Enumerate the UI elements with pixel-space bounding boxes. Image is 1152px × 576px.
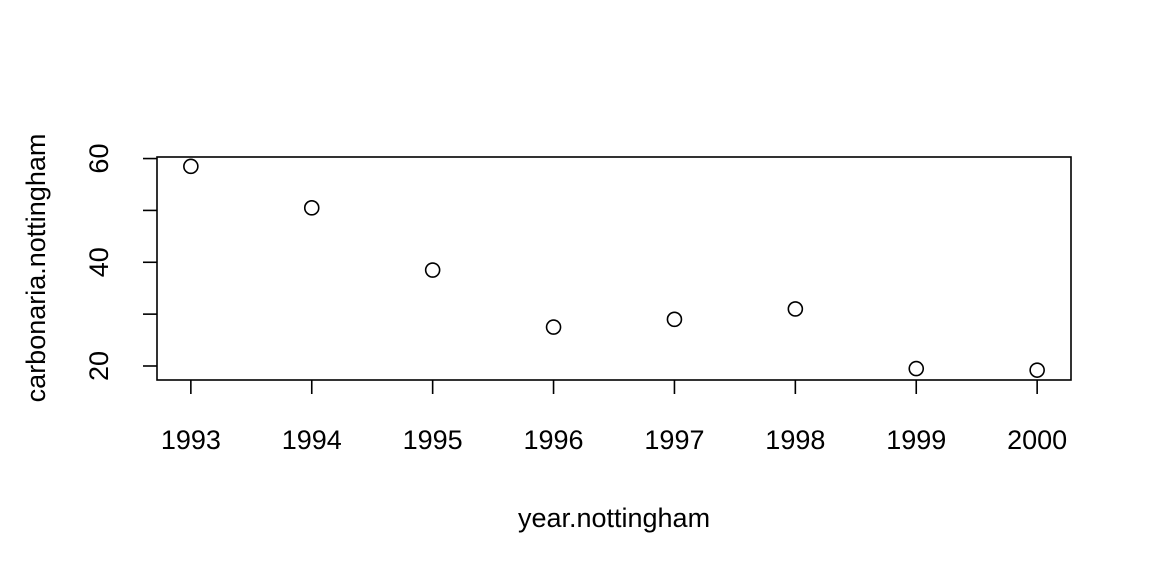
y-tick-label-60: 60 <box>84 144 114 174</box>
y-tick-label-20: 20 <box>84 351 114 381</box>
data-point-2000 <box>1029 362 1045 378</box>
x-tick-label-1997: 1997 <box>644 425 704 455</box>
data-point-1995 <box>424 262 441 278</box>
y-axis: 20 40 60 <box>84 144 157 381</box>
data-point-1993 <box>183 158 199 175</box>
data-point-1998 <box>787 301 804 317</box>
x-tick-label-1999: 1999 <box>886 425 946 455</box>
data-point-1994 <box>303 200 320 216</box>
x-tick-label-1998: 1998 <box>765 425 825 455</box>
x-tick-label-2000: 2000 <box>1007 425 1067 455</box>
data-point-1999 <box>908 360 925 377</box>
data-points <box>183 158 1045 378</box>
y-axis-label: carbonaria.nottingham <box>21 134 51 403</box>
x-axis-label: year.nottingham <box>518 503 710 533</box>
x-tick-label-1993: 1993 <box>161 425 221 455</box>
data-point-1997 <box>666 311 683 328</box>
plot-frame <box>156 156 1072 381</box>
x-tick-label-1994: 1994 <box>282 425 342 455</box>
data-point-1996 <box>545 319 562 335</box>
x-tick-label-1995: 1995 <box>403 425 463 455</box>
y-tick-label-40: 40 <box>84 247 114 277</box>
x-axis: 1993 1994 1995 1996 1997 1998 1999 2000 <box>161 380 1067 455</box>
x-tick-label-1996: 1996 <box>524 425 584 455</box>
